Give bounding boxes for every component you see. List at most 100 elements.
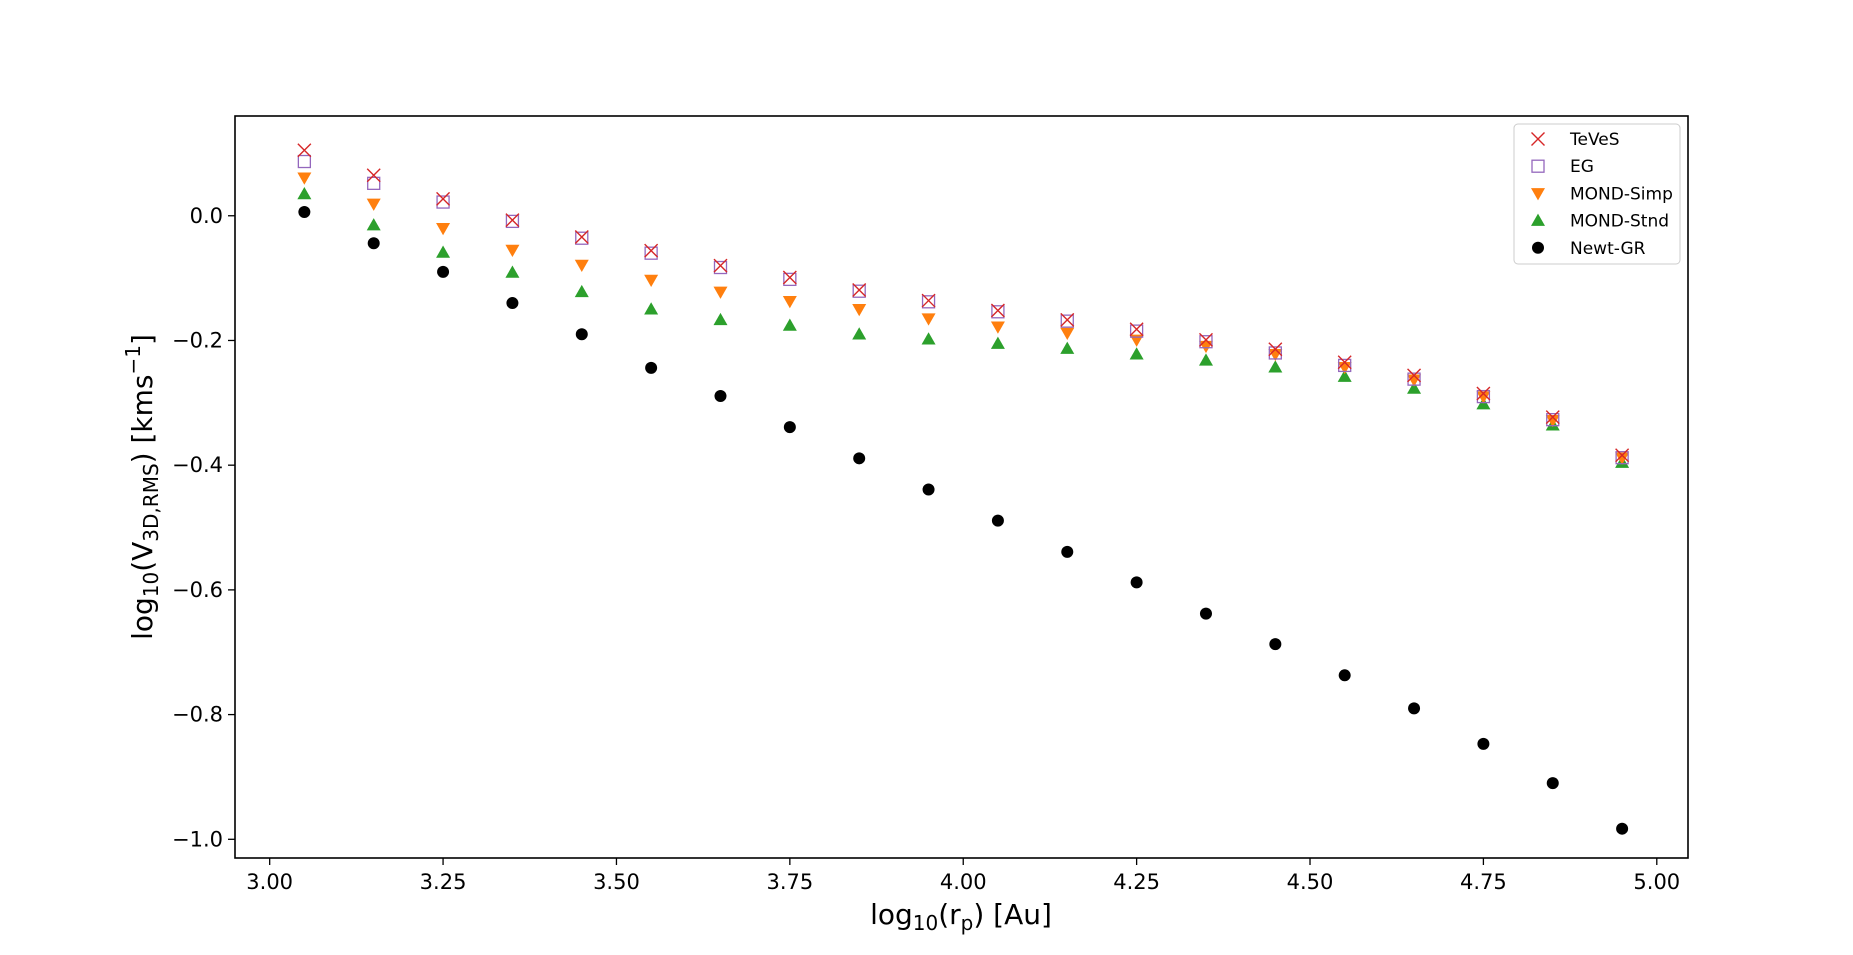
series-mond-stnd: [297, 186, 1630, 468]
ticks-layer: 3.00 3.25 3.50 3.75 4.00 4.25 4.50 4.75 5.00 0.0 −…: [172, 204, 1680, 894]
data-point: [1615, 452, 1630, 465]
y-tick-label: −0.6: [172, 578, 223, 602]
data-point: [367, 176, 381, 190]
data-point: [1545, 415, 1560, 428]
data-point: [783, 421, 796, 434]
data-point: [921, 313, 936, 326]
y-tick-label: −0.4: [172, 453, 223, 477]
data-point: [1060, 312, 1075, 327]
data-point: [1476, 386, 1491, 401]
data-point: [1408, 702, 1421, 715]
data-point: [853, 452, 866, 465]
data-point: [991, 514, 1004, 527]
data-point: [1268, 342, 1283, 357]
data-point: [1407, 381, 1422, 394]
data-point: [645, 361, 658, 374]
data-point: [1338, 358, 1352, 373]
data-point: [575, 328, 588, 341]
data-point: [1199, 607, 1212, 620]
y-axis-label: log10(V3D,RMS) [kms−1]: [121, 334, 163, 640]
data-point: [436, 195, 450, 209]
data-point: [852, 284, 866, 298]
data-point: [921, 332, 936, 345]
data-point: [436, 245, 451, 258]
data-point: [713, 260, 728, 275]
data-point: [1061, 545, 1074, 558]
legend-box: [1513, 123, 1681, 265]
data-point: [1477, 737, 1490, 750]
y-tick-label: 0.0: [190, 204, 223, 228]
data-point: [1060, 327, 1075, 340]
data-point: [1545, 410, 1560, 425]
data-point: [1337, 369, 1352, 382]
series-mond-simp: [297, 172, 1630, 465]
data-point: [574, 284, 589, 298]
data-point: [644, 243, 659, 258]
data-point: [1407, 372, 1421, 386]
points-layer: [297, 143, 1630, 835]
legend-label: Newt-GR: [1570, 239, 1646, 259]
data-point: [1546, 413, 1560, 427]
data-point: [1476, 389, 1491, 404]
data-point: [1338, 669, 1351, 682]
y-tick-label: −0.2: [172, 328, 223, 352]
data-point: [1268, 346, 1282, 360]
data-point: [1198, 353, 1213, 366]
data-point: [644, 274, 659, 287]
y-tick-label: −1.0: [172, 827, 223, 851]
legend-marker-mond-simp: [1531, 188, 1545, 201]
data-point: [1129, 334, 1144, 347]
data-point: [505, 214, 520, 229]
y-tick-label: −0.8: [172, 703, 223, 727]
data-point: [644, 302, 659, 315]
data-point: [990, 336, 1005, 349]
data-point: [297, 186, 312, 200]
data-point: [298, 206, 311, 219]
legend-label: TeVeS: [1569, 130, 1620, 150]
data-point: [1198, 332, 1213, 347]
x-tick-label: 3.75: [766, 870, 813, 894]
data-point: [852, 327, 867, 340]
x-tick-label: 3.00: [246, 870, 293, 894]
data-point: [297, 172, 312, 185]
data-point: [1129, 324, 1144, 338]
x-tick-label: 3.25: [420, 870, 467, 894]
legend-marker-mond-stnd: [1531, 213, 1545, 226]
data-point: [366, 168, 381, 183]
data-point: [714, 389, 727, 402]
data-point: [574, 259, 589, 273]
data-point: [782, 270, 797, 285]
legend-marker-eg: [1531, 159, 1545, 173]
series-teves: [297, 143, 1630, 463]
data-point: [366, 198, 381, 211]
x-axis-label: log10(rp) [Au]: [870, 898, 1052, 935]
data-point: [921, 293, 936, 308]
data-point: [852, 304, 867, 317]
data-point: [990, 303, 1005, 318]
data-point: [644, 246, 658, 260]
data-point: [505, 265, 520, 278]
data-point: [506, 297, 519, 310]
data-point: [1476, 391, 1491, 404]
data-point: [1199, 335, 1213, 349]
data-point: [1407, 374, 1422, 387]
x-tick-label: 3.50: [593, 870, 640, 894]
data-point: [367, 237, 380, 250]
data-point: [713, 312, 728, 326]
data-point: [1198, 340, 1213, 354]
plot-frame: [234, 115, 1689, 859]
data-point: [783, 272, 797, 287]
data-point: [1129, 322, 1144, 337]
data-point: [852, 282, 867, 297]
legend-label: MOND-Stnd: [1570, 212, 1669, 232]
data-point: [1616, 822, 1629, 835]
series-newt-gr: [298, 206, 1629, 835]
data-point: [437, 265, 450, 278]
data-point: [1269, 638, 1282, 651]
data-point: [990, 321, 1005, 334]
x-tick-label: 4.75: [1460, 870, 1507, 894]
data-point: [922, 483, 935, 496]
data-point: [575, 231, 589, 245]
data-point: [1615, 451, 1629, 465]
